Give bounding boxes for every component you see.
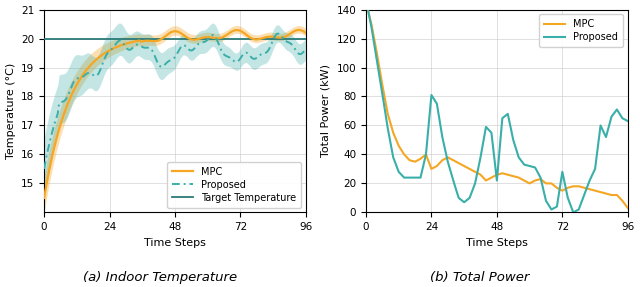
- Proposed: [102, 55, 109, 58]
- Proposed: [273, 32, 281, 35]
- Proposed: [202, 39, 210, 42]
- Proposed: [145, 46, 153, 49]
- MPC: [458, 163, 465, 166]
- Proposed: [467, 193, 475, 196]
- Proposed: [624, 119, 632, 123]
- MPC: [202, 35, 210, 39]
- Y-axis label: Temperature (°C): Temperature (°C): [6, 63, 15, 159]
- MPC: [302, 31, 310, 35]
- Proposed: [302, 48, 310, 51]
- MPC: [102, 51, 109, 55]
- Legend: MPC, Proposed, Target Temperature: MPC, Proposed, Target Temperature: [167, 162, 301, 208]
- Proposed: [236, 58, 243, 62]
- X-axis label: Time Steps: Time Steps: [466, 238, 528, 248]
- MPC: [362, 1, 370, 4]
- Proposed: [524, 164, 532, 167]
- Proposed: [40, 167, 48, 171]
- MPC: [145, 39, 153, 42]
- Proposed: [424, 138, 431, 141]
- MPC: [237, 29, 244, 33]
- MPC: [467, 168, 475, 171]
- MPC: [524, 181, 532, 185]
- Proposed: [362, 0, 370, 1]
- MPC: [424, 156, 431, 160]
- Proposed: [557, 179, 565, 182]
- MPC: [236, 29, 243, 32]
- Proposed: [570, 211, 577, 214]
- Proposed: [136, 43, 143, 47]
- Text: (a) Indoor Temperature: (a) Indoor Temperature: [83, 271, 237, 284]
- MPC: [136, 39, 143, 42]
- Y-axis label: Total Power (kW): Total Power (kW): [321, 65, 331, 158]
- Proposed: [458, 198, 465, 202]
- Legend: MPC, Proposed: MPC, Proposed: [539, 14, 623, 47]
- MPC: [40, 196, 48, 200]
- Proposed: [237, 57, 244, 60]
- Line: Proposed: Proposed: [366, 0, 628, 212]
- Line: MPC: MPC: [366, 2, 628, 208]
- MPC: [559, 189, 566, 192]
- Text: (b) Total Power: (b) Total Power: [430, 271, 530, 284]
- Target Temperature: [40, 37, 48, 40]
- MPC: [557, 188, 565, 192]
- Target Temperature: [43, 37, 51, 40]
- Proposed: [559, 170, 566, 174]
- Line: Proposed: Proposed: [44, 34, 306, 169]
- Line: MPC: MPC: [44, 30, 306, 198]
- MPC: [624, 206, 632, 210]
- MPC: [295, 28, 303, 32]
- X-axis label: Time Steps: Time Steps: [144, 238, 206, 248]
